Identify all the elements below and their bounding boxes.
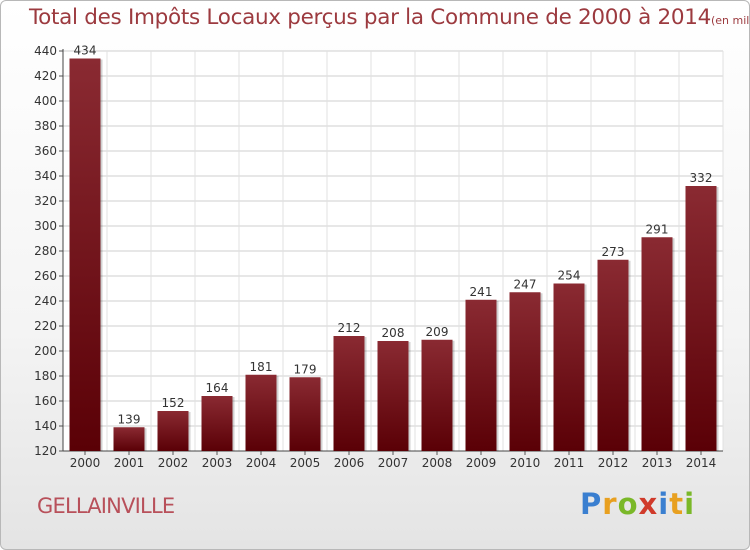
y-tick-label: 360 [34, 144, 57, 158]
y-tick-label: 280 [34, 244, 57, 258]
x-tick-label: 2004 [246, 456, 277, 470]
y-tick-label: 240 [34, 294, 57, 308]
x-tick-label: 2014 [686, 456, 717, 470]
logo-letter: P [580, 487, 603, 521]
bar-2011 [553, 283, 585, 451]
bar-2000 [69, 58, 101, 451]
x-tick-label: 2008 [422, 456, 453, 470]
data-label: 434 [74, 44, 97, 58]
labels: 120 140 160 180 200 220 240 260 280 300 320 340 360 3… [34, 44, 716, 471]
logo-letter: i [658, 487, 670, 521]
data-label: 208 [382, 326, 405, 340]
x-tick-label: 2005 [290, 456, 321, 470]
data-label: 332 [690, 171, 713, 185]
y-tick-label: 200 [34, 344, 57, 358]
x-tick-label: 2009 [466, 456, 497, 470]
y-tick-label: 400 [34, 94, 57, 108]
y-tick-label: 340 [34, 169, 57, 183]
data-label: 273 [602, 245, 625, 259]
data-label: 179 [294, 362, 317, 376]
bar-2006 [333, 336, 365, 451]
bar-2013 [641, 237, 673, 451]
bar-2008 [421, 339, 453, 451]
x-tick-label: 2000 [70, 456, 101, 470]
data-label: 247 [514, 277, 537, 291]
data-label: 181 [250, 360, 273, 374]
chart-unit: (en milliers d'€) [711, 14, 750, 27]
data-label: 209 [426, 325, 449, 339]
bar-2009 [465, 299, 497, 451]
data-label: 164 [206, 381, 229, 395]
x-tick-label: 2001 [114, 456, 145, 470]
bar-2002 [157, 411, 189, 451]
logo-letter: o [617, 487, 639, 521]
y-tick-label: 440 [34, 44, 57, 58]
bar-2007 [377, 341, 409, 451]
x-tick-label: 2006 [334, 456, 365, 470]
commune-name: GELLAINVILLE [37, 494, 175, 518]
chart-title: Total des Impôts Locaux perçus par la Co… [29, 5, 750, 30]
bar-2001 [113, 427, 145, 451]
y-tick-label: 380 [34, 119, 57, 133]
x-tick-label: 2011 [554, 456, 585, 470]
logo-letter: t [669, 487, 685, 521]
x-tick-label: 2002 [158, 456, 189, 470]
bar-2003 [201, 396, 233, 451]
logo-letter: i [684, 487, 696, 521]
chart-title-text: Total des Impôts Locaux perçus par la Co… [29, 5, 711, 30]
data-label: 254 [558, 269, 581, 283]
y-tick-label: 300 [34, 219, 57, 233]
logo-letter: x [638, 487, 659, 521]
bar-2014 [685, 186, 717, 451]
y-tick-label: 260 [34, 269, 57, 283]
x-tick-label: 2013 [642, 456, 673, 470]
x-tick-label: 2012 [598, 456, 629, 470]
y-tick-label: 220 [34, 319, 57, 333]
y-tick-label: 160 [34, 394, 57, 408]
logo-letter: r [602, 487, 618, 521]
bar-2010 [509, 292, 541, 451]
bar-2012 [597, 259, 629, 451]
y-tick-label: 180 [34, 369, 57, 383]
bar-2004 [245, 374, 277, 451]
x-tick-label: 2003 [202, 456, 233, 470]
data-label: 291 [646, 222, 669, 236]
data-label: 212 [338, 321, 361, 335]
x-tick-label: 2007 [378, 456, 409, 470]
data-label: 152 [162, 396, 185, 410]
bars [69, 58, 719, 451]
y-tick-label: 320 [34, 194, 57, 208]
y-tick-label: 420 [34, 69, 57, 83]
bar-2005 [289, 377, 321, 451]
data-label: 139 [118, 412, 141, 426]
data-label: 241 [470, 285, 493, 299]
y-tick-label: 120 [34, 444, 57, 458]
x-tick-label: 2010 [510, 456, 541, 470]
y-tick-label: 140 [34, 419, 57, 433]
proxiti-logo: Proxiti [580, 487, 695, 521]
